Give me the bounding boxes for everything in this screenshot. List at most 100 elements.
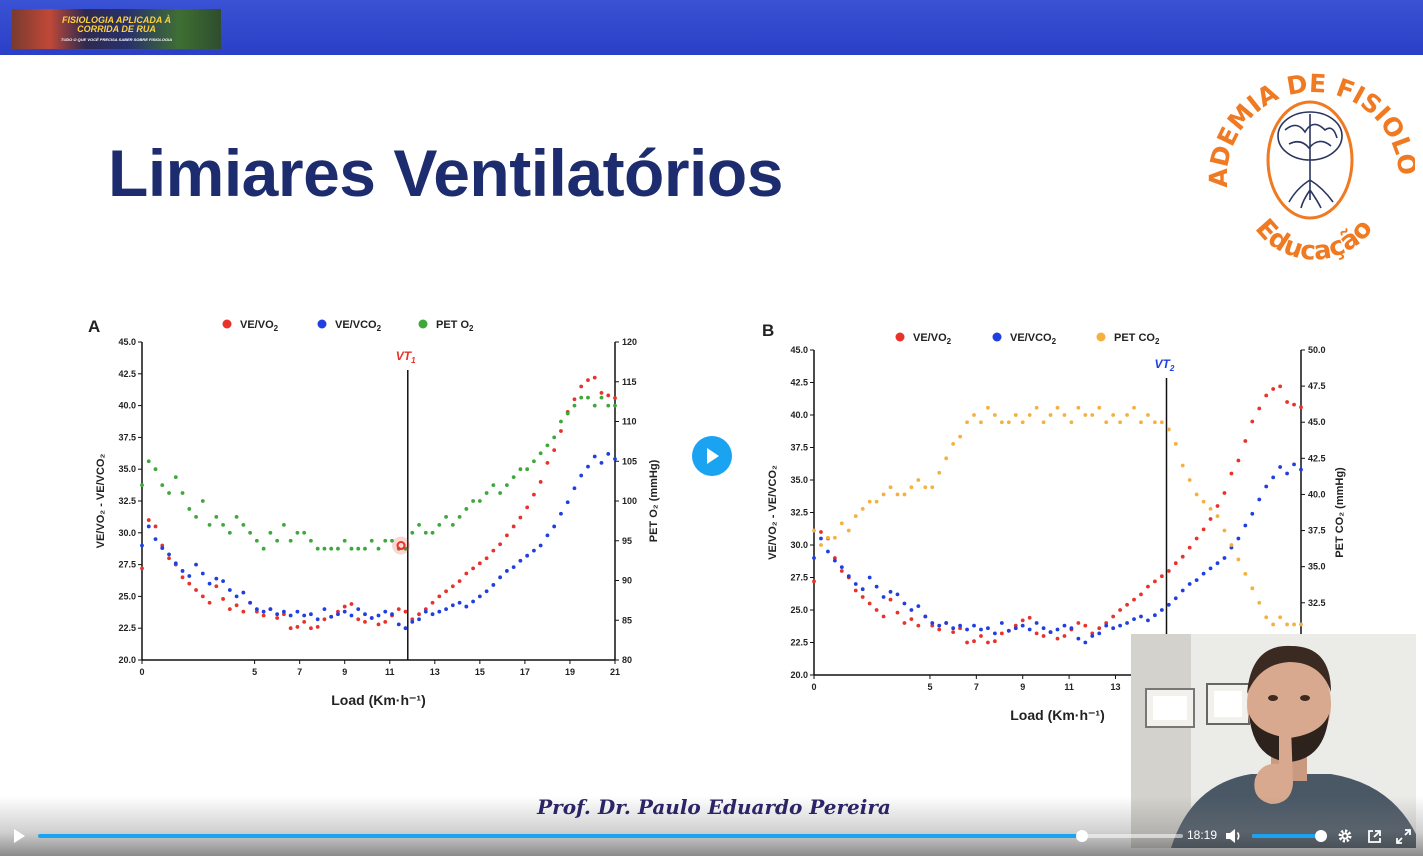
x-tick-label: 9 [342,667,347,677]
data-point [498,542,503,547]
data-point [1083,413,1088,417]
data-point [1104,623,1109,628]
data-point [518,515,523,520]
data-point [214,584,219,589]
data-point [1264,484,1269,489]
data-point [464,571,469,576]
data-point [586,464,590,469]
y2-tick-label: 37.5 [1308,526,1326,536]
volume-button[interactable] [1223,826,1245,846]
chart-a: A VE/VO2 VE/VCO2 PET O2 20.0 22.5 25.0 27.5 30.0… [88,317,660,708]
data-point [532,459,536,464]
data-point [288,626,293,631]
data-point [1229,543,1234,547]
brain-tree-icon [1277,111,1343,209]
data-point [999,631,1004,636]
data-point [471,566,475,571]
data-point [1132,617,1136,621]
data-point [895,610,900,615]
data-point [1090,413,1095,417]
data-point [867,601,872,606]
data-point [315,625,320,629]
data-point [819,530,823,534]
settings-button[interactable] [1335,826,1355,846]
data-point [180,491,185,495]
data-point [417,522,421,527]
center-play-button[interactable] [692,436,732,476]
data-point [559,419,563,424]
x-tick-label: 11 [385,667,395,677]
data-point [839,569,844,573]
data-point [1257,406,1262,411]
data-point [450,603,455,608]
data-point [383,538,388,543]
data-point [909,617,914,621]
thumbnail-line-2: CORRIDA DE RUA [77,24,156,34]
x-tick-label: 5 [252,667,257,677]
data-point [187,581,192,586]
data-point [888,597,893,602]
volume-handle[interactable] [1315,830,1327,842]
data-point [1222,491,1227,495]
data-point [140,483,144,487]
data-point [160,483,165,487]
data-point [491,583,496,587]
data-point [403,626,408,631]
data-point [200,571,205,576]
y2-tick-label: 80 [622,655,632,665]
play-button[interactable] [8,826,30,846]
x-tick-label: 13 [430,667,440,677]
volume-slider[interactable] [1252,830,1327,842]
legend-marker [1096,332,1106,342]
legend-label: VE/VCO2 [335,319,382,333]
data-point [1034,631,1039,636]
x-tick-label: 11 [1064,682,1074,692]
data-point [888,485,893,490]
data-point [167,552,171,557]
data-point [1034,621,1039,625]
popout-icon [1367,829,1381,843]
data-point [579,473,584,478]
data-point [376,613,381,618]
data-point [572,403,577,408]
data-point [417,617,421,622]
data-point [992,631,997,636]
fullscreen-button[interactable] [1393,826,1413,846]
data-point [1097,631,1102,636]
data-point [309,626,313,631]
data-point [1243,439,1248,443]
progress-bar[interactable] [38,830,1183,842]
data-point [268,607,273,612]
data-point [417,612,421,617]
progress-handle[interactable] [1076,830,1089,842]
course-thumbnail[interactable]: FISIOLOGIA APLICADA À CORRIDA DE RUA TUD… [12,9,221,49]
data-point [958,434,962,439]
data-point [867,499,872,504]
y2-tick-label: 120 [622,337,637,347]
data-point [937,470,942,475]
data-point [437,594,442,599]
data-point [916,478,921,482]
data-point [1250,586,1255,591]
x-tick-label: 17 [520,667,530,677]
popout-button[interactable] [1364,826,1384,846]
data-point [1146,618,1150,623]
data-point [1278,384,1283,389]
data-point [572,486,577,491]
data-point [221,597,225,601]
data-point [241,609,246,614]
data-point [423,530,428,535]
controls-gradient [0,796,1423,856]
data-point [552,524,557,529]
data-point [369,538,374,543]
data-point [1139,420,1143,425]
data-point [1173,441,1178,446]
data-point [1041,626,1046,631]
x-tick-label: 0 [139,667,144,677]
data-point [180,569,185,573]
data-point [1292,402,1296,407]
data-point [444,589,448,594]
data-point [234,603,239,608]
data-point [958,626,962,631]
data-point [819,543,823,547]
